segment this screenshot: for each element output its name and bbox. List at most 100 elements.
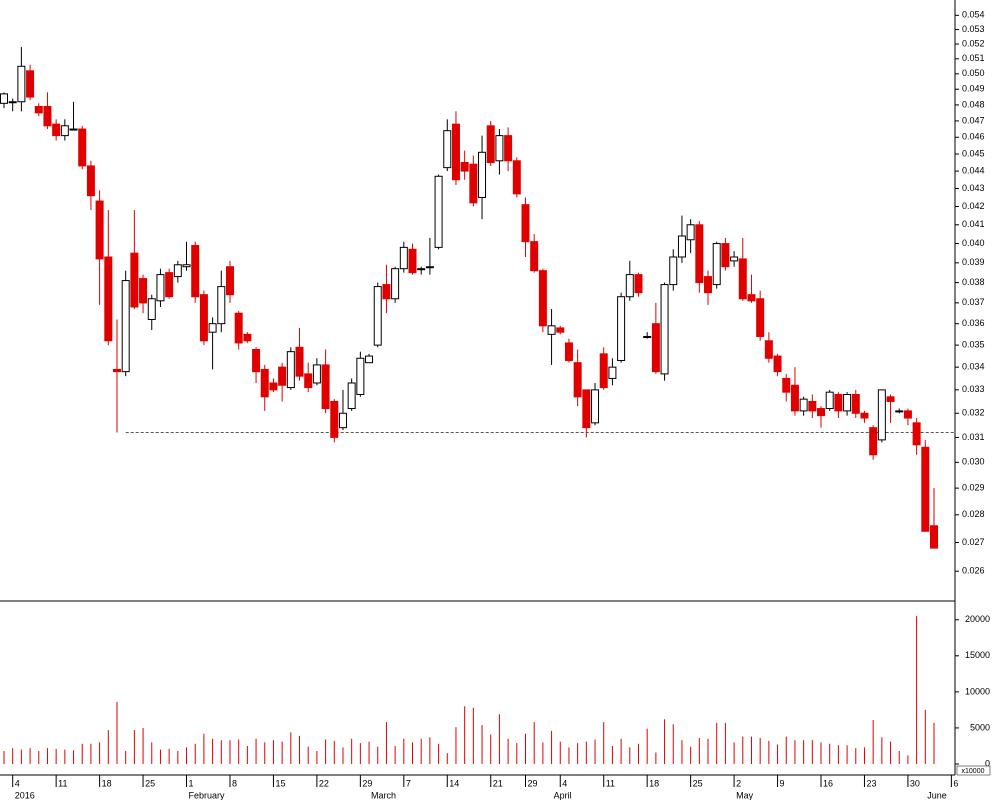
candle-body	[782, 377, 791, 393]
candle-body	[199, 294, 208, 342]
candle-body	[225, 266, 234, 296]
candle-body	[34, 105, 43, 114]
volume-tick-label: 15000	[965, 650, 990, 660]
candle-body	[651, 323, 660, 373]
candle-body	[78, 128, 87, 167]
volume-tick-label: 20000	[965, 614, 990, 624]
y-tick-label: 0.038	[962, 277, 985, 287]
candle-body	[538, 270, 547, 327]
y-tick-label: 0.039	[962, 257, 985, 267]
candle-body	[825, 391, 834, 410]
candle-body	[278, 366, 287, 386]
candle-body	[269, 382, 278, 391]
candle-body	[425, 266, 434, 269]
candle-body	[486, 125, 495, 163]
x-tick-label: 6	[953, 778, 958, 788]
candle-body	[660, 284, 669, 375]
candle-body	[712, 243, 721, 286]
y-tick-label: 0.051	[962, 53, 985, 63]
candle-body	[504, 135, 513, 162]
y-tick-label: 0.052	[962, 38, 985, 48]
candle-body	[773, 355, 782, 373]
candle-body	[147, 298, 156, 320]
candle-body	[591, 389, 600, 424]
candle-body	[139, 278, 148, 304]
x-tick-label: 11	[606, 778, 615, 788]
candle-body	[877, 389, 886, 441]
candle-body	[112, 368, 121, 373]
candle-body	[530, 241, 539, 272]
x-tick-label: 4	[562, 778, 567, 788]
volume-tick-label: 10000	[965, 686, 990, 696]
candle-body	[373, 286, 382, 346]
candle-body	[95, 200, 104, 260]
x-tick-label: 23	[866, 778, 876, 788]
month-label: February	[189, 790, 226, 800]
volume-tick-label: 5000	[970, 722, 990, 732]
candle-body	[547, 325, 556, 335]
candle-body	[617, 296, 626, 361]
y-tick-label: 0.054	[962, 10, 985, 20]
candle-body	[860, 412, 869, 419]
y-tick-label: 0.026	[962, 566, 985, 576]
candle-body	[834, 393, 843, 412]
candle-body	[564, 342, 573, 361]
candle-body	[451, 123, 460, 181]
y-tick-label: 0.035	[962, 339, 985, 349]
candle-body	[869, 427, 878, 456]
candle-body	[217, 286, 226, 325]
candle-body	[686, 224, 695, 241]
candle-body	[304, 373, 313, 389]
candle-body	[365, 355, 374, 364]
candle-body	[399, 246, 408, 270]
volume-tick-label: 0	[985, 758, 990, 768]
candle-body	[252, 348, 261, 373]
month-label: June	[927, 790, 947, 800]
candle-body	[286, 351, 295, 389]
candle-body	[295, 346, 304, 377]
candle-body	[8, 101, 17, 104]
x-tick-label: 7	[406, 778, 411, 788]
candle-body	[851, 393, 860, 414]
x-tick-label: 9	[780, 778, 785, 788]
candle-body	[808, 400, 817, 412]
candle-body	[260, 368, 269, 398]
x-tick-label: 18	[649, 778, 659, 788]
y-tick-label: 0.043	[962, 183, 985, 193]
candle-body	[695, 224, 704, 284]
y-tick-label: 0.045	[962, 148, 985, 158]
candle-body	[338, 412, 347, 429]
candle-body	[121, 280, 130, 373]
candle-body	[321, 364, 330, 410]
y-tick-label: 0.040	[962, 238, 985, 248]
x-tick-label: 8	[232, 778, 237, 788]
candle-body	[165, 272, 174, 298]
volume-unit-label: x10000	[962, 768, 985, 775]
candle-body	[86, 165, 95, 197]
y-tick-label: 0.044	[962, 165, 985, 175]
y-tick-label: 0.032	[962, 408, 985, 418]
candle-body	[0, 93, 8, 104]
y-tick-label: 0.033	[962, 384, 985, 394]
candle-body	[930, 525, 938, 549]
x-tick-label: 4	[15, 778, 20, 788]
candle-body	[43, 105, 52, 127]
y-tick-label: 0.049	[962, 84, 985, 94]
y-tick-label: 0.047	[962, 115, 985, 125]
candle-body	[764, 340, 773, 359]
x-tick-label: 1	[189, 778, 194, 788]
candle-body	[790, 384, 799, 412]
candle-body	[156, 274, 165, 302]
candle-body	[599, 353, 608, 389]
y-tick-label: 0.041	[962, 219, 985, 229]
x-tick-label: 11	[58, 778, 67, 788]
candle-body	[191, 244, 200, 298]
candle-body	[330, 400, 339, 438]
y-tick-label: 0.031	[962, 432, 985, 442]
y-tick-label: 0.030	[962, 457, 985, 467]
candle-body	[721, 243, 730, 268]
candle-body	[608, 366, 617, 379]
candle-body	[886, 396, 895, 402]
candle-body	[60, 125, 69, 137]
